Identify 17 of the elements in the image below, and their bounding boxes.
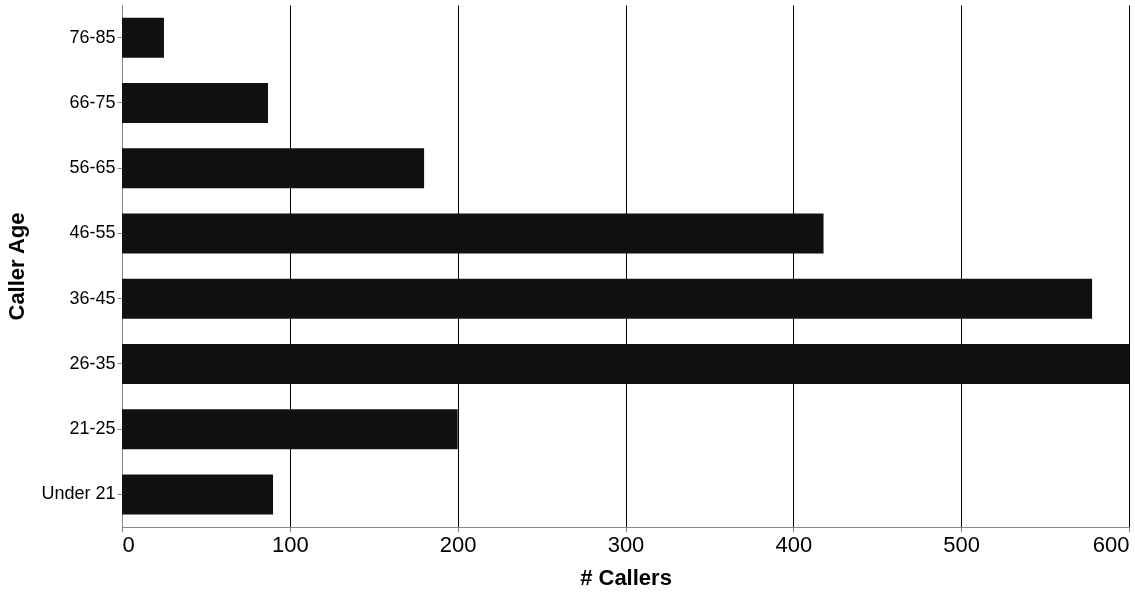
y-tick-label: 46-55 <box>69 222 116 243</box>
x-tick-label: 300 <box>607 531 645 557</box>
x-tick-label: 200 <box>439 531 477 557</box>
y-tick-label: 36-45 <box>69 287 116 308</box>
y-tick-label: 76-85 <box>69 26 116 47</box>
y-tick-label: 66-75 <box>69 91 116 112</box>
y-tick-label: Under 21 <box>41 483 116 504</box>
y-tick-label: 56-65 <box>69 157 116 178</box>
x-tick-label: 100 <box>271 531 309 557</box>
y-axis-title: Caller Age <box>4 212 30 321</box>
x-tick-label: 600 <box>1092 531 1130 557</box>
y-tick-label: 26-35 <box>69 352 116 373</box>
x-tick-label: 500 <box>943 531 981 557</box>
y-tick-label: 21-25 <box>69 418 116 439</box>
x-tick-label: 0 <box>122 531 135 557</box>
x-axis-title: # Callers <box>580 564 672 590</box>
x-tick-label: 400 <box>775 531 813 557</box>
